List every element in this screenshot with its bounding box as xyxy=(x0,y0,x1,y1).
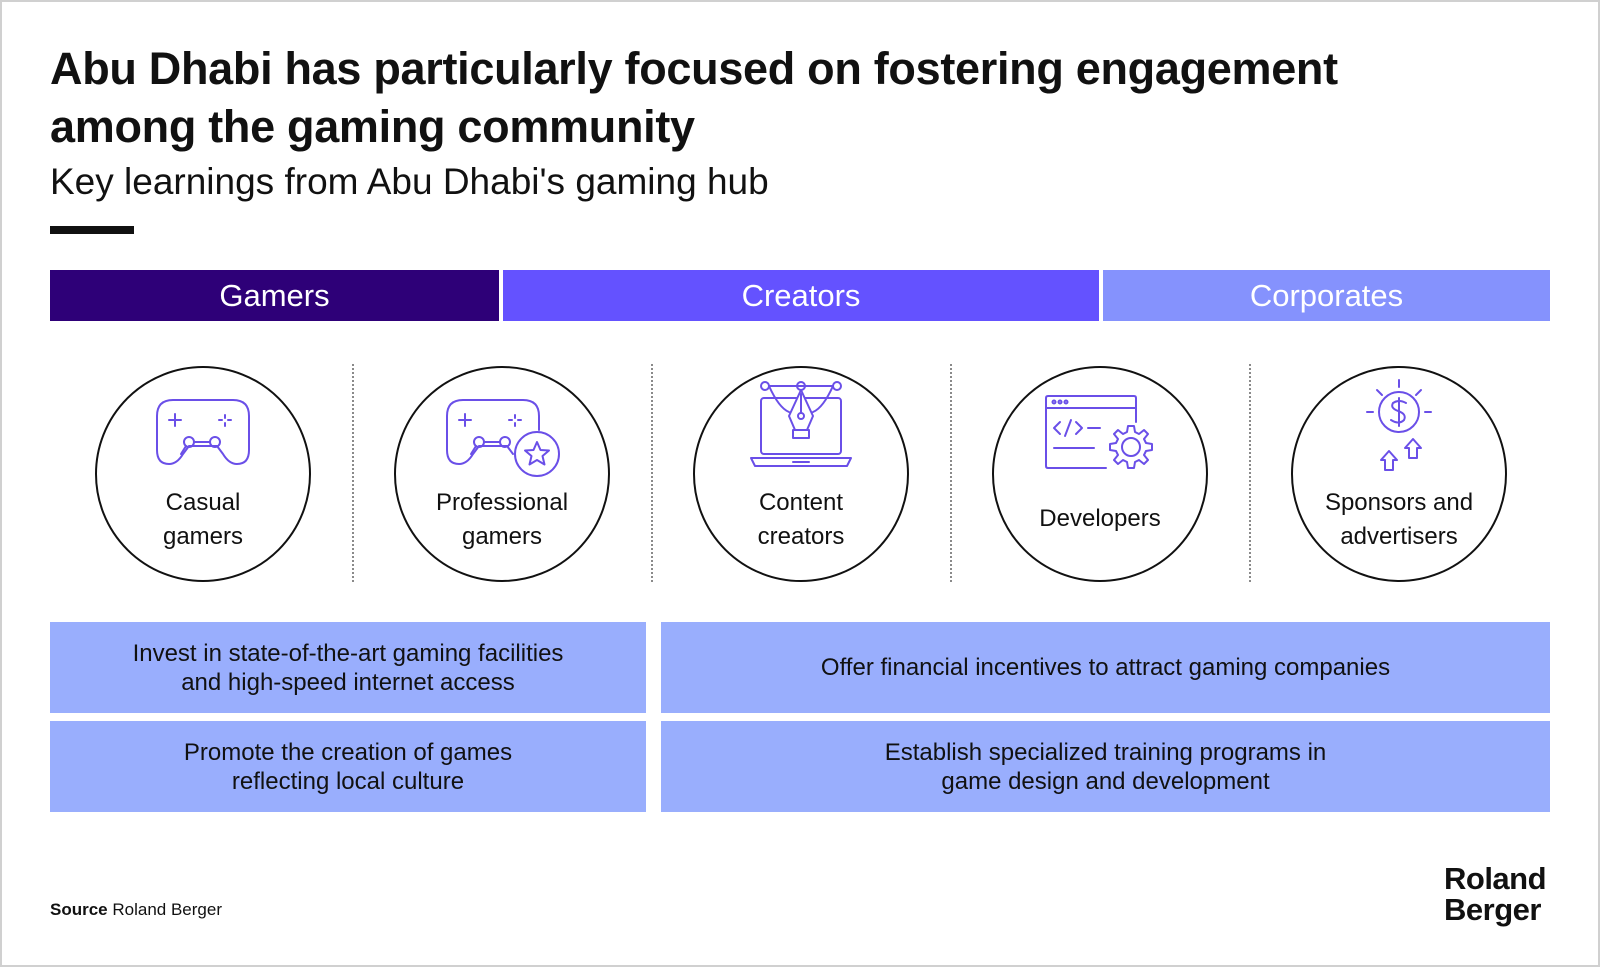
title-line-1: Abu Dhabi has particularly focused on fo… xyxy=(50,43,1338,94)
stakeholder-casual-gamers: Casual gamers xyxy=(95,366,311,582)
stakeholder-sponsors-advertisers: Sponsors and advertisers xyxy=(1291,366,1507,582)
title-underline xyxy=(50,226,134,234)
stakeholder-content-creators: Content creators xyxy=(693,366,909,582)
action-box-local-culture: Promote the creation of games reflecting … xyxy=(50,721,646,812)
page-title: Abu Dhabi has particularly focused on fo… xyxy=(50,40,1530,156)
band-gamers: Gamers xyxy=(50,270,499,321)
action-box-training: Establish specialized training programs … xyxy=(661,721,1550,812)
column-divider xyxy=(352,364,354,582)
gamepad-star-icon xyxy=(446,399,560,477)
pen-laptop-icon xyxy=(750,381,852,467)
action-box-facilities: Invest in state-of-the-art gaming facili… xyxy=(50,622,646,713)
gamepad-icon xyxy=(156,399,250,465)
band-corporates: Corporates xyxy=(1103,270,1550,321)
stakeholder-label: Professional gamers xyxy=(435,489,569,550)
page-subtitle: Key learnings from Abu Dhabi's gaming hu… xyxy=(50,161,769,202)
stakeholder-label: Sponsors and advertisers xyxy=(1324,489,1474,550)
band-creators: Creators xyxy=(503,270,1099,321)
title-line-2: among the gaming community xyxy=(50,101,695,152)
column-divider xyxy=(950,364,952,582)
action-box-incentives: Offer financial incentives to attract ga… xyxy=(661,622,1550,713)
column-divider xyxy=(1249,364,1251,582)
stakeholder-professional-gamers: Professional gamers xyxy=(394,366,610,582)
code-gear-icon xyxy=(1045,395,1153,469)
stakeholder-label: Content creators xyxy=(757,489,845,550)
source-note: Source Roland Berger xyxy=(50,900,222,919)
stakeholder-developers: Developers xyxy=(992,366,1208,582)
dollar-bulb-icon xyxy=(1366,379,1432,471)
stakeholder-label: Developers xyxy=(1039,505,1161,532)
column-divider xyxy=(651,364,653,582)
roland-berger-logo: Roland Berger xyxy=(1444,861,1547,927)
stakeholder-label: Casual gamers xyxy=(162,489,244,550)
